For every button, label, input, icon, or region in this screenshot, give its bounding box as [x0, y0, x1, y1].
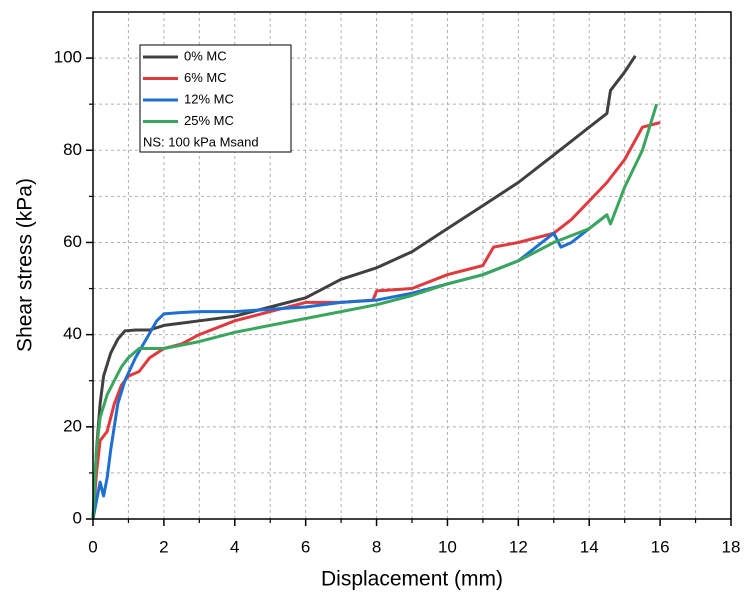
data-line	[91, 54, 637, 520]
y-tick-label: 0	[73, 508, 82, 527]
x-tick-label: 4	[230, 537, 239, 556]
x-tick-label: 10	[438, 537, 457, 556]
plot-frame	[92, 11, 732, 520]
x-tick-label: 16	[651, 537, 670, 556]
x-tick-label: 14	[580, 537, 599, 556]
y-tick-label: 60	[63, 232, 82, 251]
y-axis-label: Shear stress (kPa)	[14, 178, 37, 352]
data-line	[91, 213, 608, 520]
y-tick-label: 100	[54, 48, 82, 67]
legend-label: 0% MC	[184, 48, 227, 63]
x-tick-label: 6	[301, 537, 310, 556]
y-tick-label: 80	[63, 140, 82, 159]
x-tick-label: 18	[722, 537, 741, 556]
legend-label: 12% MC	[184, 91, 234, 106]
y-tick-label: 40	[63, 324, 82, 343]
x-tick-label: 12	[509, 537, 528, 556]
x-axis-label: Displacement (mm)	[321, 568, 503, 591]
x-tick-label: 0	[88, 537, 97, 556]
data-line	[91, 103, 659, 520]
y-tick-label: 20	[63, 416, 82, 435]
x-tick-label: 8	[372, 537, 381, 556]
data-line	[91, 121, 661, 520]
legend-label: 6% MC	[184, 70, 227, 85]
annotation: NS: 100 kPa Msand	[143, 134, 259, 149]
legend-label: 25% MC	[184, 113, 234, 128]
x-tick-label: 2	[159, 537, 168, 556]
